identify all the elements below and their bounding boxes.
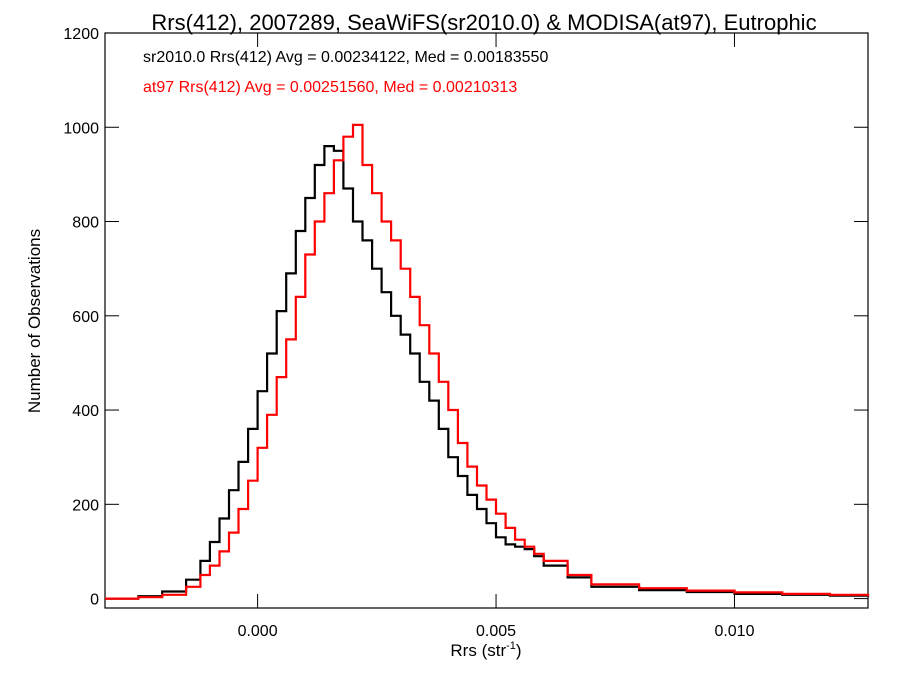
series-layer [105,123,870,600]
x-tick-label: 0.005 [476,623,516,640]
y-axis: 0 200 400 600 800 1000 1200 [63,26,868,609]
x-axis-label-sup: -1 [506,640,516,652]
y-tick-label: 600 [72,309,99,326]
y-tick-label: 800 [72,215,99,232]
y-tick-label: 200 [72,497,99,514]
chart-title: Rrs(412), 2007289, SeaWiFS(sr2010.0) & M… [151,10,816,35]
stats-annotation-red: at97 Rrs(412) Avg = 0.00251560, Med = 0.… [143,79,517,96]
plot-frame [104,32,869,609]
y-axis-label: Number of Observations [25,229,44,413]
x-axis-label-main: Rrs (str [450,641,506,660]
y-tick-label: 400 [72,403,99,420]
x-axis-label: Rrs (str-1) [450,640,521,660]
stats-annotation-black: sr2010.0 Rrs(412) Avg = 0.00234122, Med … [143,49,548,66]
x-tick-label: 0.000 [238,623,278,640]
y-tick-label: 1000 [63,120,99,137]
histogram-series-black [105,145,870,600]
y-tick-label: 1200 [63,26,99,43]
y-tick-label: 0 [90,592,99,609]
x-tick-label: 0.010 [714,623,754,640]
x-axis: 0.000 0.005 0.010 [238,33,755,640]
x-axis-label-close: ) [516,641,522,660]
histogram-series-red [105,123,870,600]
